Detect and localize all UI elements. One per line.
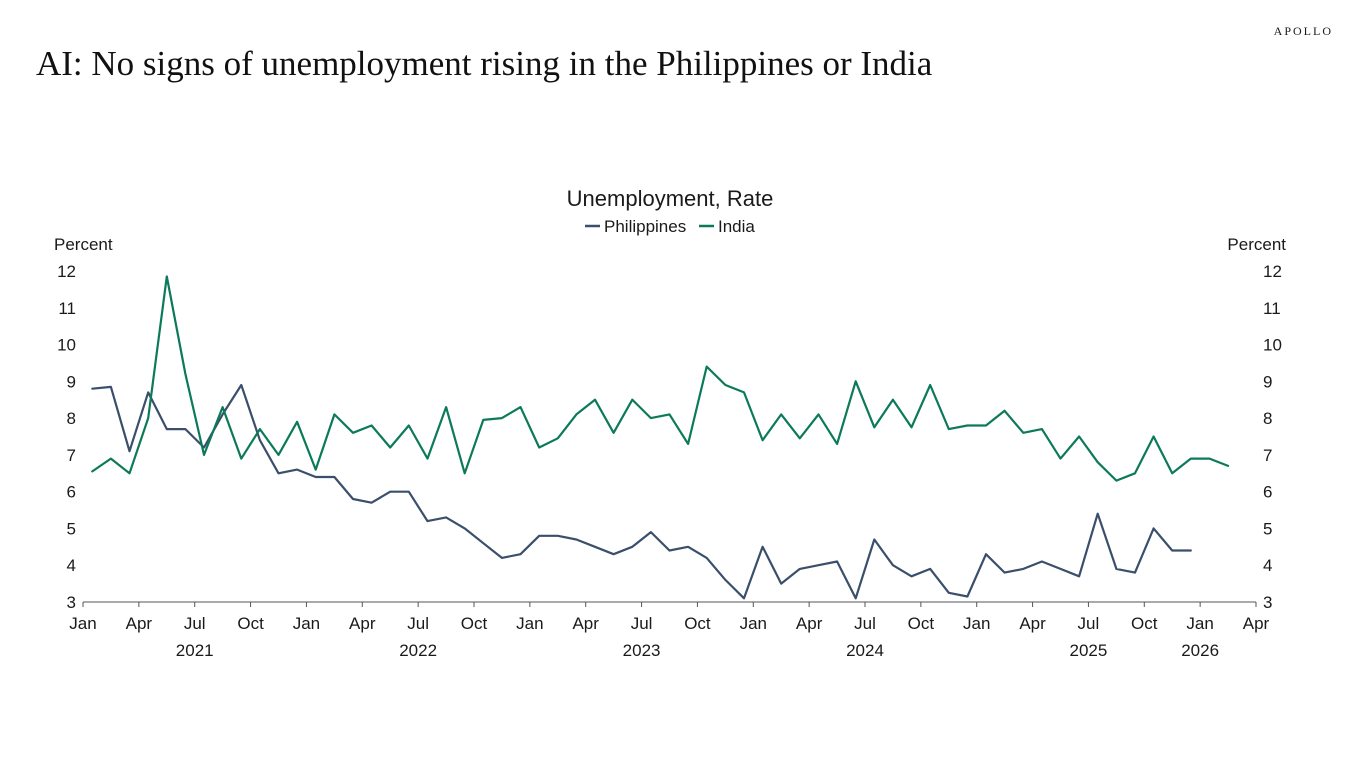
- x-tick-label: Jul: [1078, 614, 1100, 633]
- y-tick-label-right: 8: [1263, 409, 1272, 428]
- y-tick-label-right: 7: [1263, 446, 1272, 465]
- x-tick-label: Jan: [1186, 614, 1213, 633]
- legend-label-india: India: [718, 217, 755, 236]
- x-tick-label: Apr: [796, 614, 823, 633]
- x-year-label: 2025: [1070, 641, 1108, 660]
- y-tick-label-left: 9: [67, 372, 76, 391]
- x-tick-label: Jan: [963, 614, 990, 633]
- y-axis-label-right: Percent: [1227, 235, 1286, 254]
- y-axis-label-left: Percent: [54, 235, 113, 254]
- y-tick-label-right: 3: [1263, 593, 1272, 612]
- x-tick-label: Apr: [349, 614, 376, 633]
- y-tick-label-left: 8: [67, 409, 76, 428]
- x-year-label: 2022: [399, 641, 437, 660]
- series-line-india: [91, 275, 1230, 482]
- y-tick-label-left: 11: [58, 299, 76, 318]
- x-tick-label: Jan: [293, 614, 320, 633]
- x-tick-label: Jul: [407, 614, 429, 633]
- x-tick-label: Oct: [908, 614, 935, 633]
- y-tick-label-left: 7: [67, 446, 76, 465]
- x-tick-label: Oct: [461, 614, 488, 633]
- brand-logo: APOLLO: [1273, 24, 1333, 38]
- x-tick-label: Oct: [684, 614, 711, 633]
- y-tick-label-left: 5: [67, 519, 76, 538]
- x-tick-label: Jul: [631, 614, 653, 633]
- y-tick-label-right: 11: [1263, 299, 1281, 318]
- chart-legend: Philippines India: [585, 217, 755, 236]
- legend-label-philippines: Philippines: [604, 217, 686, 236]
- x-tick-label: Jan: [516, 614, 543, 633]
- series-line-philippines: [91, 383, 1192, 600]
- x-year-label: 2023: [623, 641, 661, 660]
- page-title: AI: No signs of unemployment rising in t…: [36, 44, 933, 83]
- x-tick-label: Jul: [854, 614, 876, 633]
- y-tick-label-right: 5: [1263, 519, 1272, 538]
- x-tick-label: Jul: [184, 614, 206, 633]
- x-tick-label: Jan: [69, 614, 96, 633]
- y-tick-label-left: 4: [67, 556, 76, 575]
- x-tick-label: Apr: [126, 614, 153, 633]
- y-tick-label-left: 6: [67, 483, 76, 502]
- x-year-label: 2024: [846, 641, 884, 660]
- x-year-label: 2021: [176, 641, 214, 660]
- x-tick-label: Jan: [740, 614, 767, 633]
- y-tick-label-left: 12: [57, 262, 76, 281]
- x-tick-label: Apr: [1019, 614, 1046, 633]
- y-tick-label-right: 6: [1263, 483, 1272, 502]
- y-tick-label-left: 3: [67, 593, 76, 612]
- y-tick-label-right: 4: [1263, 556, 1272, 575]
- x-tick-label: Apr: [572, 614, 599, 633]
- x-tick-label: Oct: [1131, 614, 1158, 633]
- x-tick-label: Apr: [1243, 614, 1270, 633]
- y-tick-label-right: 12: [1263, 262, 1282, 281]
- chart-title: Unemployment, Rate: [567, 186, 774, 211]
- y-tick-label-right: 9: [1263, 372, 1272, 391]
- x-year-label: 2026: [1181, 641, 1219, 660]
- y-tick-label-right: 10: [1263, 336, 1282, 355]
- x-tick-label: Oct: [237, 614, 264, 633]
- y-tick-label-left: 10: [57, 336, 76, 355]
